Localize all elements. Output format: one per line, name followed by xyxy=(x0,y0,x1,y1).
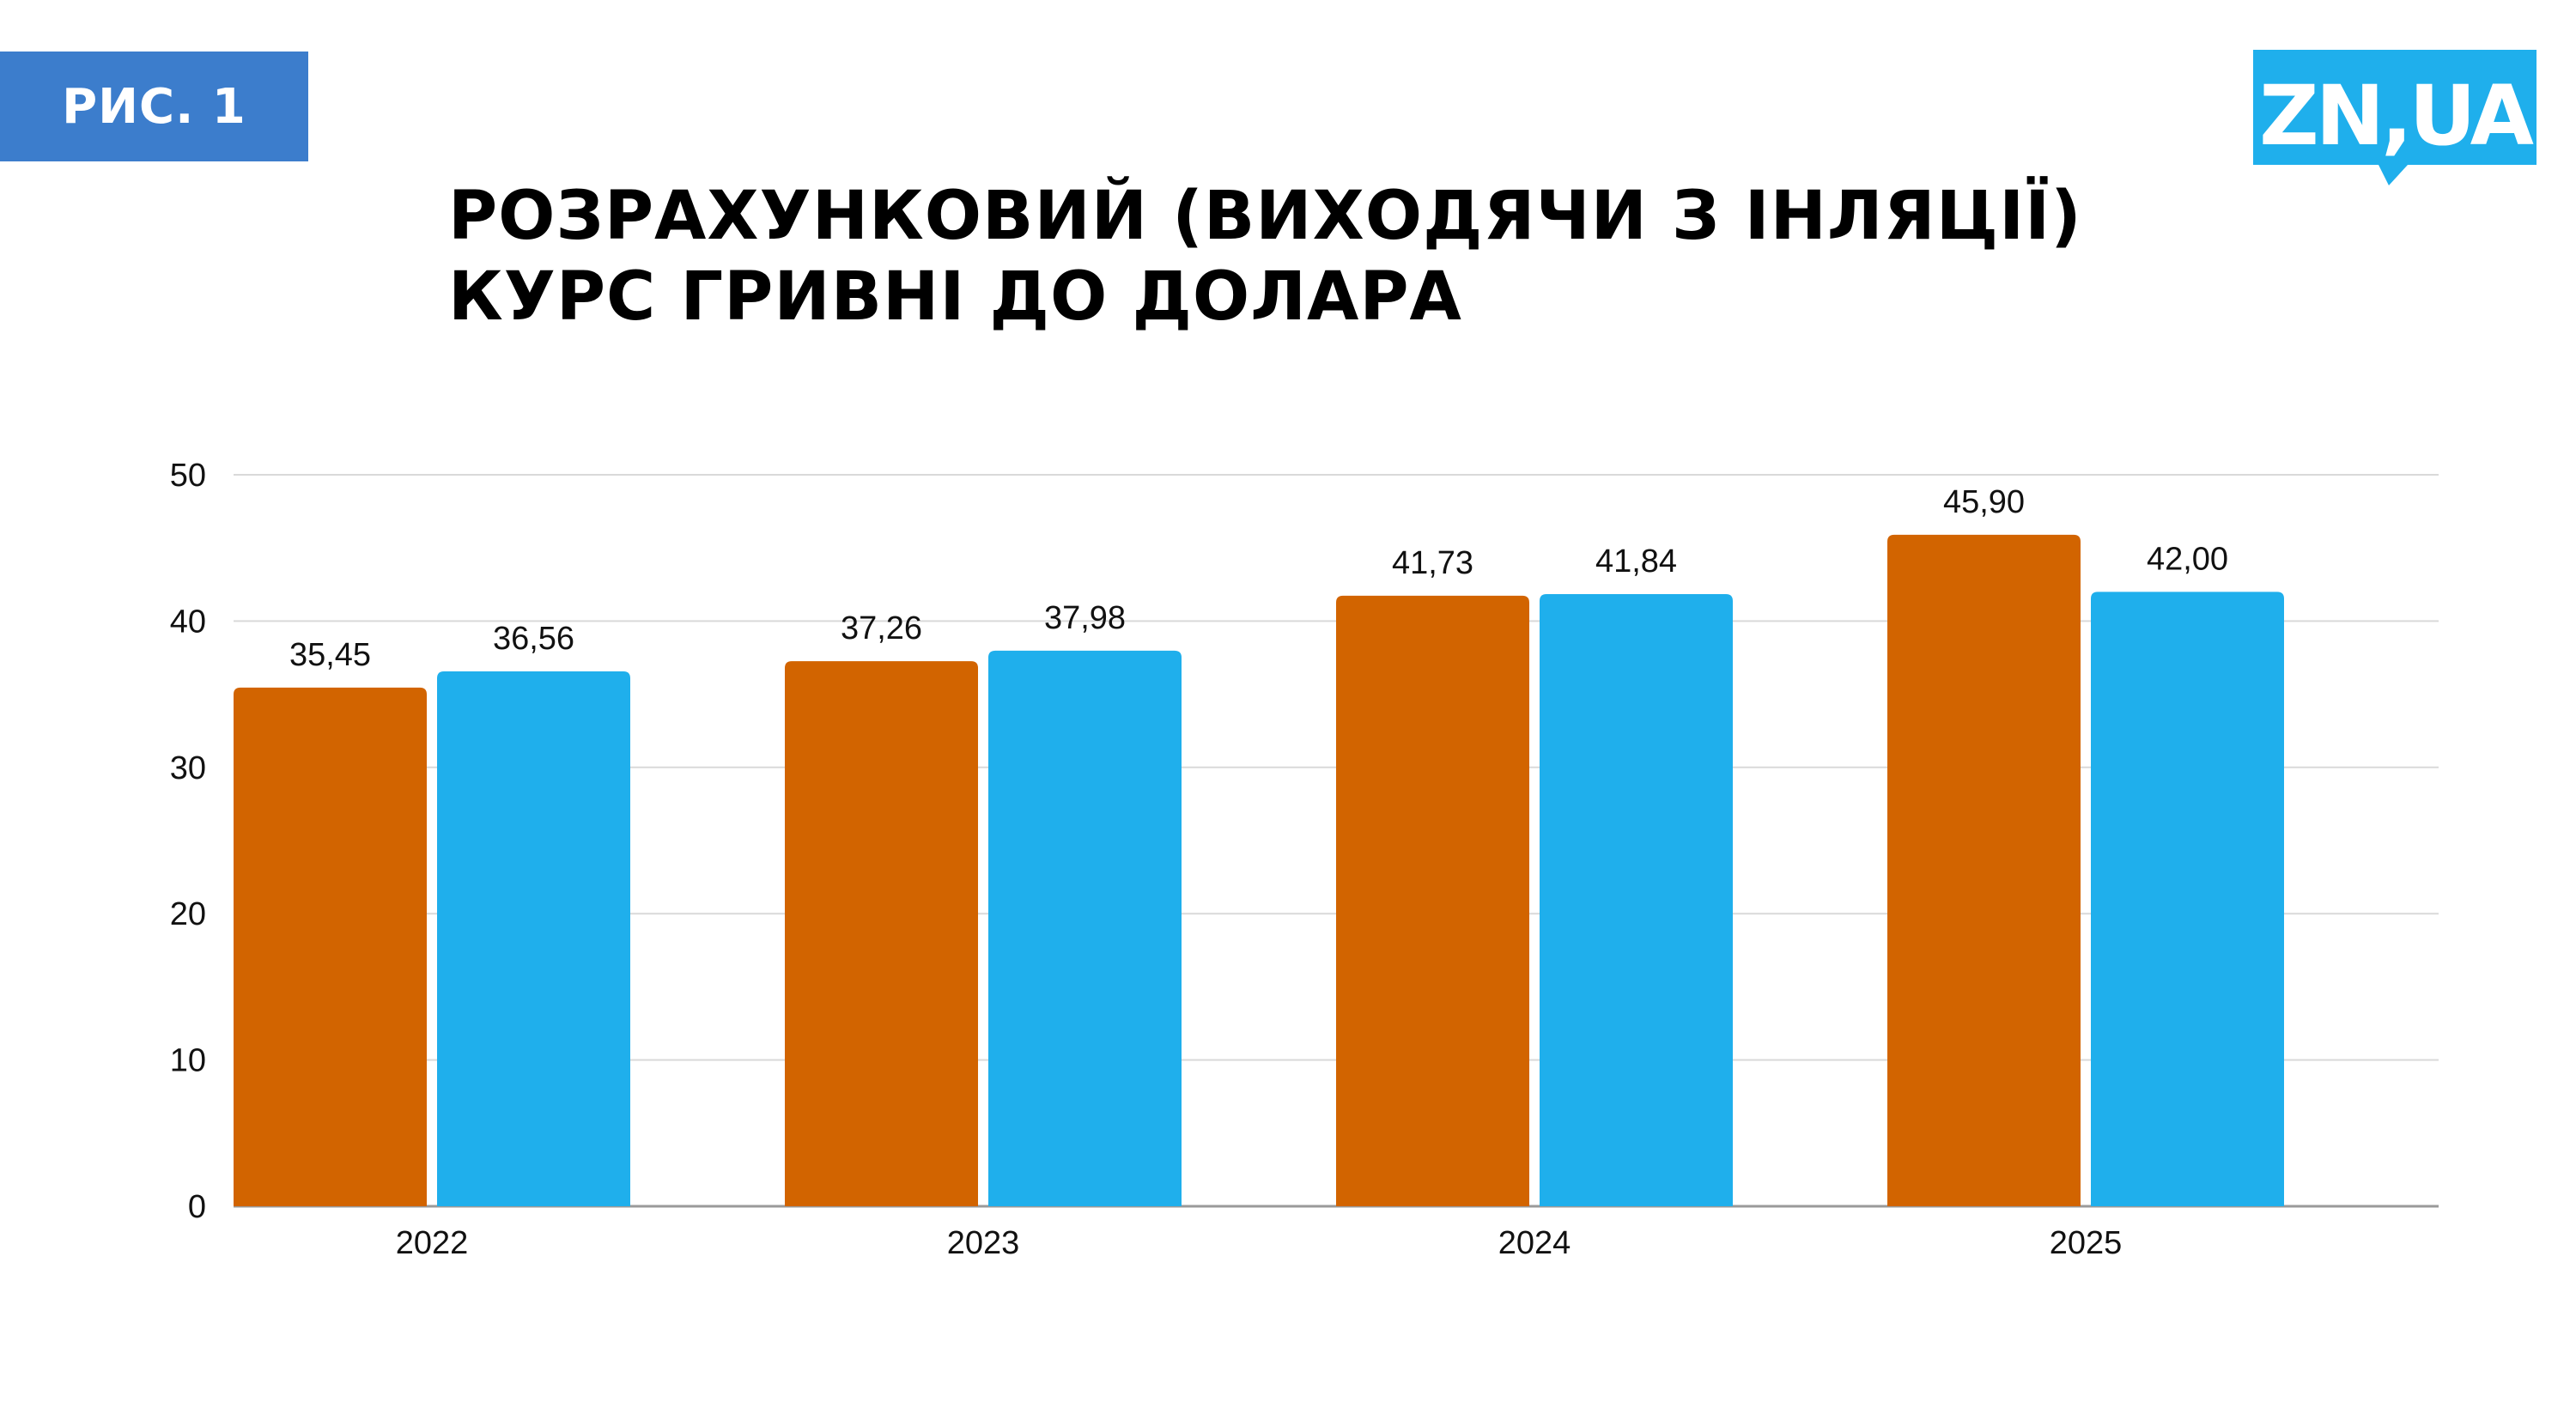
data-label: 41,73 xyxy=(1392,545,1473,581)
y-tick-label: 30 xyxy=(170,750,206,786)
bar-2025-series-2 xyxy=(2091,592,2284,1206)
zn-ua-logo: ZN,UA xyxy=(2253,50,2537,185)
bar-2022-series-1 xyxy=(234,687,427,1206)
data-label: 41,84 xyxy=(1595,543,1677,580)
y-tick-label: 50 xyxy=(170,458,206,494)
figure-label: РИС. 1 xyxy=(0,52,308,161)
bar-2024-series-1 xyxy=(1336,595,1529,1206)
title-line-2: КУРС ГРИВНІ ДО ДОЛАРА xyxy=(448,258,1462,336)
bar-2023-series-2 xyxy=(988,650,1182,1206)
data-label: 35,45 xyxy=(289,637,371,673)
y-tick-label: 40 xyxy=(170,604,206,640)
y-tick-label: 10 xyxy=(170,1043,206,1079)
logo-speech-bubble xyxy=(2253,50,2537,185)
data-label: 37,98 xyxy=(1044,600,1126,636)
x-tick-label: 2025 xyxy=(2050,1225,2123,1261)
x-tick-label: 2024 xyxy=(1498,1225,1571,1261)
title-line-1: РОЗРАХУНКОВИЙ (ВИХОДЯЧИ З ІНЛЯЦІЇ) xyxy=(448,178,2082,255)
chart-title: РОЗРАХУНКОВИЙ (ВИХОДЯЧИ З ІНЛЯЦІЇ) КУРС … xyxy=(448,176,2082,337)
bar-2022-series-2 xyxy=(437,671,630,1206)
bar-2023-series-1 xyxy=(785,661,978,1206)
x-tick-label: 2022 xyxy=(396,1225,469,1261)
data-label: 42,00 xyxy=(2147,541,2228,577)
data-label: 45,90 xyxy=(1943,484,2025,520)
data-label: 37,26 xyxy=(841,610,922,646)
y-tick-label: 0 xyxy=(188,1189,206,1225)
bar-2024-series-2 xyxy=(1540,594,1733,1206)
y-tick-label: 20 xyxy=(170,896,206,932)
x-tick-label: 2023 xyxy=(947,1225,1020,1261)
logo-text: ZN,UA xyxy=(2259,68,2533,164)
bar-2025-series-1 xyxy=(1887,534,2081,1206)
data-label: 36,56 xyxy=(493,621,574,657)
